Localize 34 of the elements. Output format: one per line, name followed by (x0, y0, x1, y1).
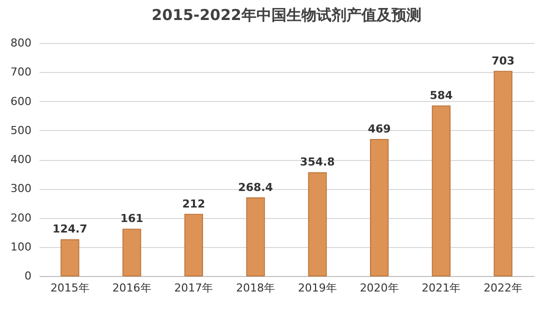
x-tick-label: 2020年 (360, 282, 399, 294)
y-tick-label: 200 (10, 211, 32, 224)
data-label: 124.7 (52, 222, 88, 236)
bar (60, 239, 80, 276)
y-tick-label: 100 (10, 240, 32, 254)
x-tick-label: 2016年 (112, 282, 152, 294)
data-label: 161 (120, 212, 144, 226)
data-label: 268.4 (238, 180, 274, 194)
x-tick-label: 2021年 (422, 282, 461, 294)
bar (184, 214, 203, 276)
data-label: 469 (368, 122, 391, 136)
bar (494, 70, 512, 276)
y-tick-label: 300 (10, 182, 32, 196)
x-tick-label: 2022年 (484, 282, 523, 294)
bar (432, 106, 450, 276)
x-tick-label: 2017年 (174, 282, 214, 294)
bar (308, 172, 327, 276)
y-tick-label: 800 (10, 36, 32, 50)
x-tick-label: 2019年 (298, 282, 337, 294)
data-label: 584 (430, 88, 454, 102)
y-tick-label: 700 (10, 66, 32, 79)
bar (122, 228, 142, 276)
data-label: 703 (492, 54, 515, 68)
y-tick-label: 600 (10, 94, 32, 108)
bar (370, 139, 389, 276)
y-tick-label: 0 (24, 270, 32, 282)
y-tick-label: 500 (10, 124, 32, 137)
x-tick-label: 2018年 (236, 282, 276, 294)
x-tick-label: 2015年 (50, 282, 90, 294)
data-label: 354.8 (300, 156, 335, 169)
y-tick-label: 400 (10, 153, 32, 166)
bar (246, 197, 265, 276)
chart-title: 2015-2022年中国生物试剂产值及预测 (152, 6, 422, 24)
data-label: 212 (182, 197, 206, 210)
